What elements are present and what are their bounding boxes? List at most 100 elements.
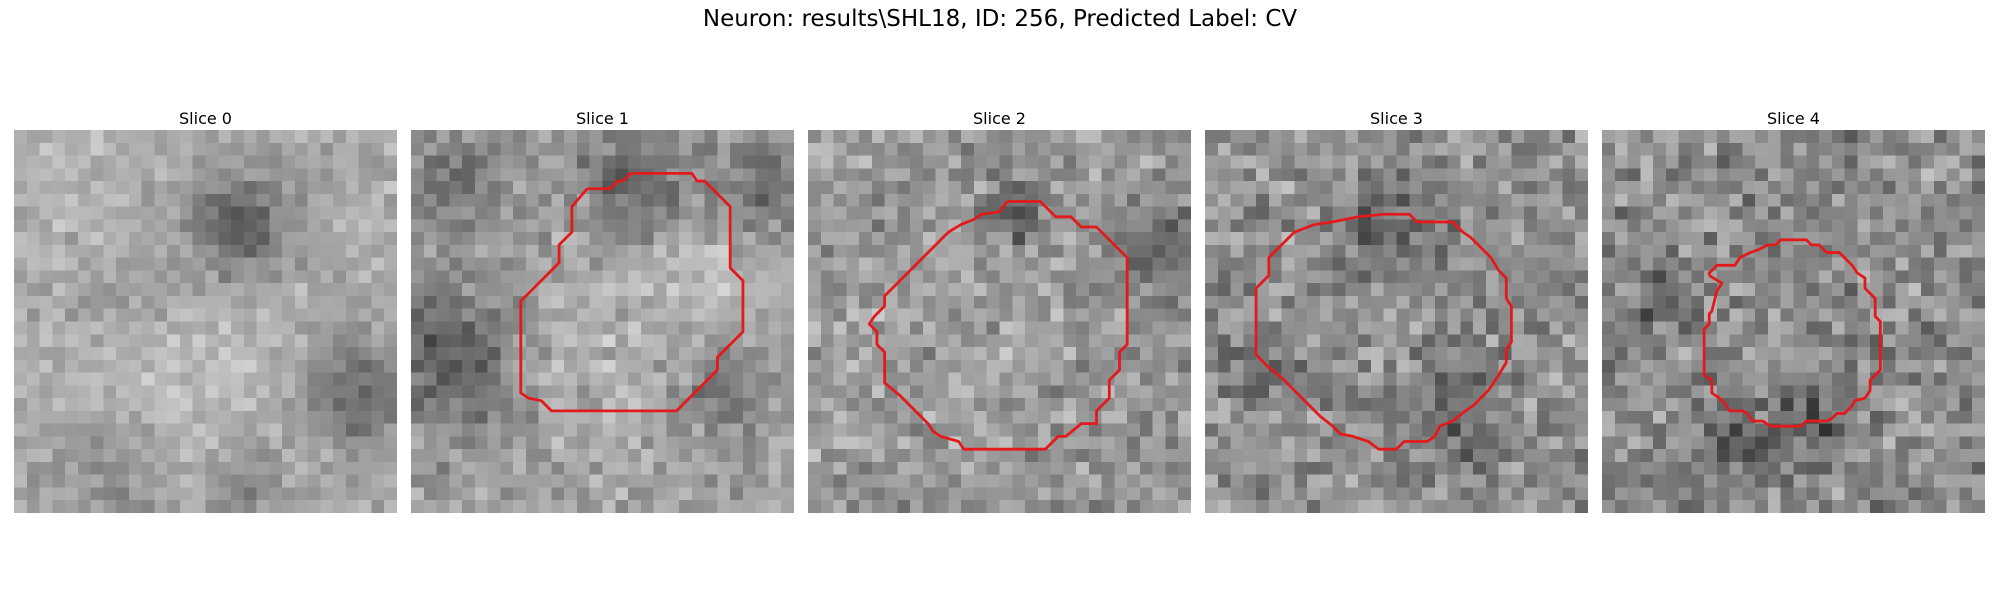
pixel <box>615 372 629 386</box>
pixel <box>525 193 539 207</box>
pixel <box>1088 193 1102 207</box>
pixel <box>910 155 924 169</box>
pixel <box>231 155 245 169</box>
pixel <box>26 500 40 513</box>
pixel <box>589 372 603 386</box>
pixel <box>897 321 911 335</box>
pixel <box>1895 487 1909 501</box>
pixel <box>256 142 270 156</box>
pixel <box>1152 257 1166 271</box>
pixel <box>256 347 270 361</box>
pixel <box>487 270 501 284</box>
pixel <box>1831 461 1845 475</box>
pixel <box>742 283 756 297</box>
pixel <box>65 206 79 220</box>
pixel <box>653 347 667 361</box>
pixel <box>1230 423 1244 437</box>
pixel <box>1844 244 1858 258</box>
pixel <box>65 168 79 182</box>
pixel <box>1025 423 1039 437</box>
pixel <box>358 181 372 195</box>
pixel <box>269 283 283 297</box>
pixel <box>768 168 782 182</box>
pixel <box>551 359 565 373</box>
pixel <box>1050 347 1064 361</box>
pixel <box>1819 142 1833 156</box>
pixel <box>1127 130 1141 144</box>
pixel <box>52 181 66 195</box>
pixel <box>961 181 975 195</box>
slice-0-title: Slice 0 <box>179 109 232 128</box>
pixel <box>513 500 527 513</box>
pixel <box>1665 334 1679 348</box>
pixel <box>717 142 731 156</box>
pixel <box>897 334 911 348</box>
pixel <box>52 193 66 207</box>
pixel <box>1524 423 1538 437</box>
pixel <box>859 193 873 207</box>
pixel <box>1434 142 1448 156</box>
pixel <box>871 474 885 488</box>
pixel <box>1678 487 1692 501</box>
pixel <box>1409 500 1423 513</box>
pixel <box>1895 283 1909 297</box>
pixel <box>564 142 578 156</box>
pixel <box>294 270 308 284</box>
pixel <box>1050 423 1064 437</box>
pixel <box>1704 436 1718 450</box>
pixel <box>1691 372 1705 386</box>
pixel <box>462 181 476 195</box>
pixel <box>26 168 40 182</box>
pixel <box>1870 423 1884 437</box>
pixel <box>551 270 565 284</box>
pixel <box>808 410 822 424</box>
pixel <box>333 334 347 348</box>
pixel <box>589 321 603 335</box>
pixel <box>1498 398 1512 412</box>
pixel <box>704 142 718 156</box>
pixel <box>154 257 168 271</box>
pixel <box>154 372 168 386</box>
pixel <box>1076 155 1090 169</box>
pixel <box>910 232 924 246</box>
pixel <box>192 321 206 335</box>
pixel <box>691 474 705 488</box>
pixel <box>26 487 40 501</box>
pixel <box>449 308 463 322</box>
pixel <box>1536 130 1550 144</box>
pixel <box>871 410 885 424</box>
pixel <box>704 410 718 424</box>
pixel <box>167 219 181 233</box>
pixel <box>948 423 962 437</box>
pixel <box>781 347 794 361</box>
pixel <box>602 321 616 335</box>
pixel <box>1345 423 1359 437</box>
pixel <box>90 142 104 156</box>
pixel <box>859 168 873 182</box>
pixel <box>371 257 385 271</box>
pixel <box>513 168 527 182</box>
pixel <box>884 385 898 399</box>
pixel <box>1767 168 1781 182</box>
pixel <box>742 436 756 450</box>
pixel <box>1152 244 1166 258</box>
pixel <box>742 334 756 348</box>
pixel <box>846 436 860 450</box>
pixel <box>1152 423 1166 437</box>
pixel <box>1076 461 1090 475</box>
pixel <box>589 270 603 284</box>
pixel <box>1319 232 1333 246</box>
pixel <box>781 257 794 271</box>
pixel <box>513 423 527 437</box>
pixel <box>1640 487 1654 501</box>
pixel <box>1268 270 1282 284</box>
pixel <box>39 142 53 156</box>
pixel <box>243 283 257 297</box>
pixel <box>90 372 104 386</box>
pixel <box>564 487 578 501</box>
pixel <box>436 487 450 501</box>
pixel <box>1422 244 1436 258</box>
pixel <box>1114 219 1128 233</box>
pixel <box>26 206 40 220</box>
pixel <box>39 130 53 144</box>
